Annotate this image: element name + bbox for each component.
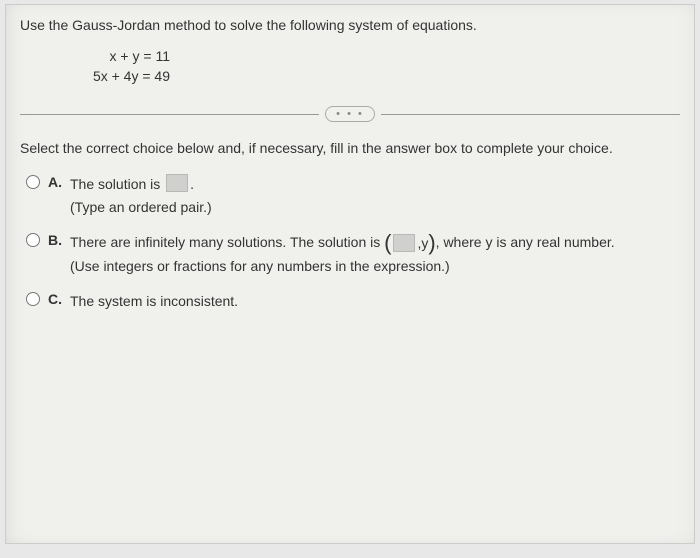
equation-2: 5x + 4y = 49	[80, 67, 170, 87]
choice-list: A. The solution is . (Type an ordered pa…	[26, 174, 680, 312]
choice-b-paren-mid: ,y	[417, 233, 428, 254]
choice-b-radio[interactable]	[26, 233, 40, 247]
equation-system: x + y = 11 5x + 4y = 49	[80, 47, 680, 86]
choice-b-hint: (Use integers or fractions for any numbe…	[70, 256, 680, 277]
choice-b-row: B. There are infinitely many solutions. …	[26, 232, 680, 277]
choice-a-hint: (Type an ordered pair.)	[70, 197, 680, 218]
choice-c-letter: C.	[48, 291, 70, 307]
choice-b-paren-group: ( ,y)	[384, 233, 436, 254]
choice-a-text-before: The solution is	[70, 176, 164, 192]
right-paren-icon: )	[428, 234, 435, 252]
question-prompt: Use the Gauss-Jordan method to solve the…	[20, 17, 680, 33]
divider-line-left	[20, 114, 319, 115]
choice-c-text: The system is inconsistent.	[70, 293, 238, 309]
choice-c-row: C. The system is inconsistent.	[26, 291, 680, 312]
choice-b-letter: B.	[48, 232, 70, 248]
left-paren-icon: (	[384, 234, 391, 252]
choice-a-row: A. The solution is . (Type an ordered pa…	[26, 174, 680, 218]
choice-a-radio[interactable]	[26, 175, 40, 189]
choice-instruction: Select the correct choice below and, if …	[20, 140, 680, 156]
choice-b-text-before: There are infinitely many solutions. The…	[70, 234, 384, 250]
choice-a-letter: A.	[48, 174, 70, 190]
choice-b-body: There are infinitely many solutions. The…	[70, 232, 680, 277]
choice-c-body: The system is inconsistent.	[70, 291, 680, 312]
equation-1: x + y = 11	[80, 47, 170, 67]
question-panel: Use the Gauss-Jordan method to solve the…	[5, 4, 695, 544]
choice-b-text-after: , where y is any real number.	[436, 234, 615, 250]
choice-a-answer-box[interactable]	[166, 174, 188, 192]
more-options-pill[interactable]: • • •	[325, 106, 375, 122]
divider-line-right	[381, 114, 680, 115]
choice-b-answer-box[interactable]	[393, 234, 415, 252]
choice-c-radio[interactable]	[26, 292, 40, 306]
choice-a-body: The solution is . (Type an ordered pair.…	[70, 174, 680, 218]
section-divider: • • •	[20, 106, 680, 122]
choice-a-text-after: .	[190, 176, 194, 192]
